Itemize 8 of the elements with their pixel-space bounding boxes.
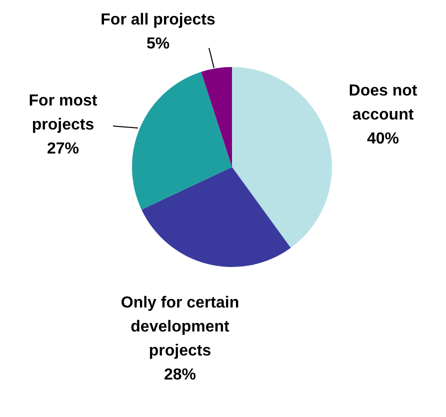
- slice-label: Only for certain development projects: [120, 294, 240, 360]
- data-label: 5%: [146, 35, 170, 52]
- data-label: 27%: [46, 140, 80, 158]
- slice-label: For most projects: [28, 92, 98, 134]
- slice-label: For all projects: [100, 11, 216, 28]
- data-label: 28%: [164, 366, 196, 384]
- data-label: 40%: [366, 130, 400, 148]
- slice-label: Does not account: [348, 82, 418, 124]
